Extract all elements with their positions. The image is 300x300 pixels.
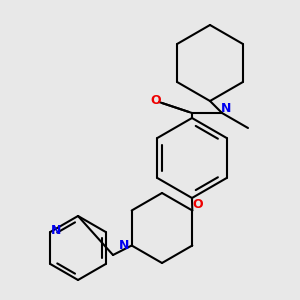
Text: N: N — [51, 224, 62, 236]
Text: N: N — [118, 239, 129, 252]
Text: O: O — [151, 94, 161, 107]
Text: O: O — [193, 197, 203, 211]
Text: N: N — [221, 103, 231, 116]
